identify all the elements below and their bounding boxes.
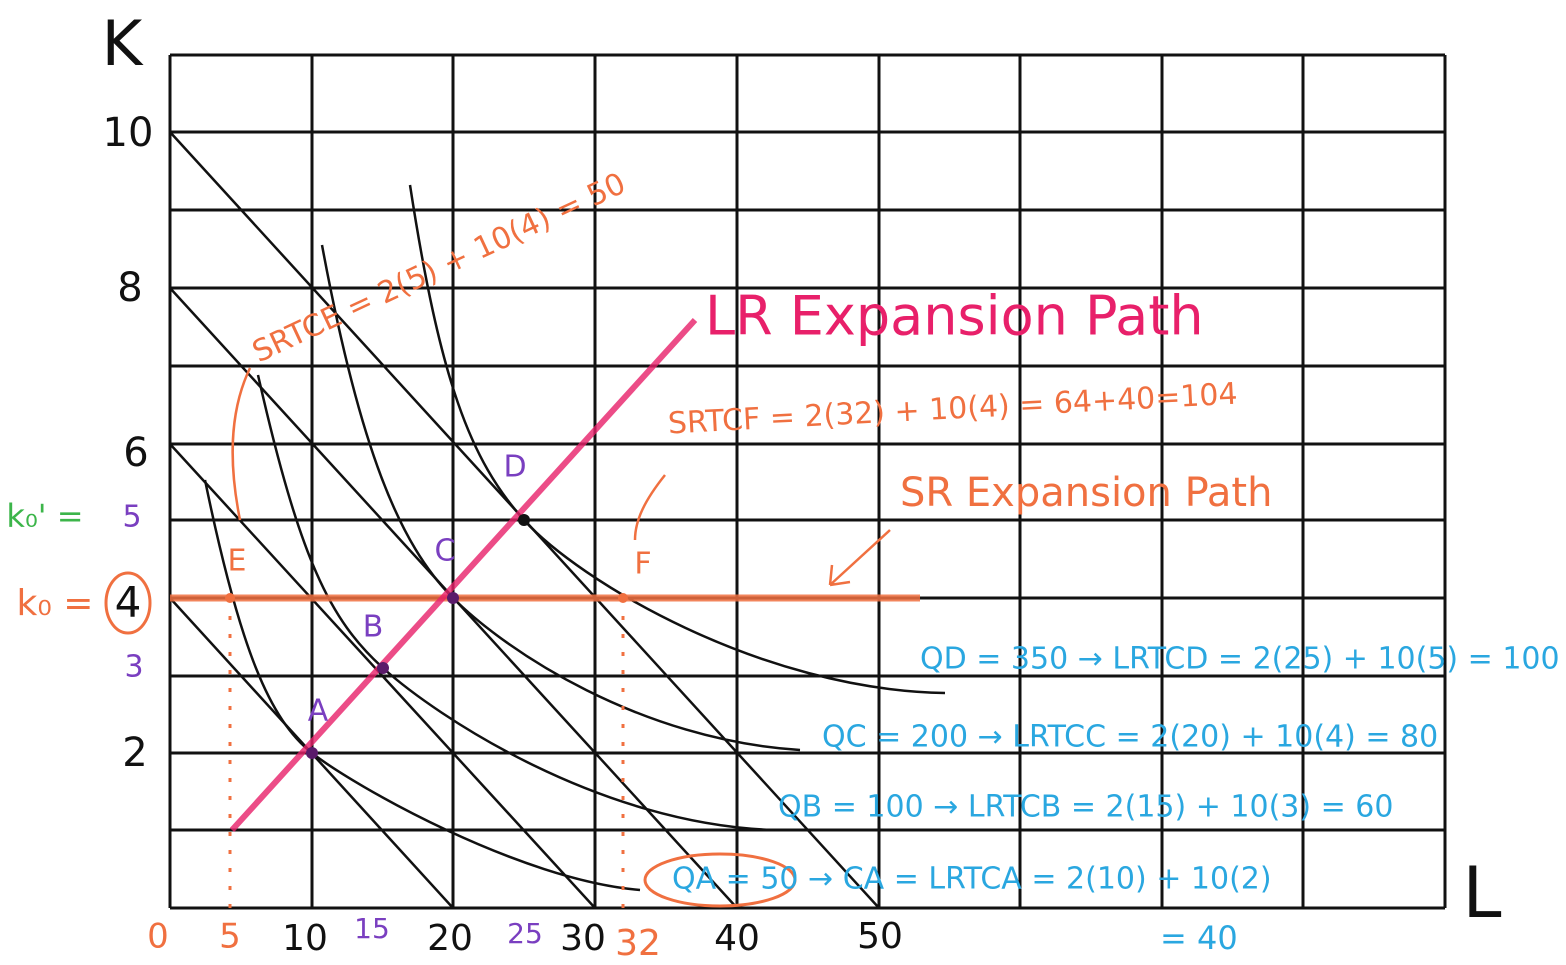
point — [518, 514, 530, 526]
annotation: SR Expansion Path — [900, 470, 1272, 516]
point-label: D — [503, 450, 526, 485]
y-tick-label: 5 — [122, 500, 141, 535]
x-tick-label: 40 — [714, 918, 760, 959]
x-tick-label: 30 — [560, 918, 606, 959]
point — [377, 662, 389, 674]
annotation: QD = 350 → LRTCD = 2(25) + 10(5) = 100 — [920, 642, 1560, 677]
annotation: = 40 — [1160, 919, 1238, 957]
x-tick-label: 50 — [857, 916, 903, 957]
y-tick-label: 2 — [122, 730, 147, 776]
k0-label: k₀ = — [17, 583, 94, 624]
y-tick-label: 6 — [123, 430, 148, 476]
annotation: QC = 200 → LRTCC = 2(20) + 10(4) = 80 — [822, 720, 1438, 755]
x-tick-label: 25 — [507, 917, 543, 950]
point — [225, 593, 235, 603]
point-label: C — [435, 534, 456, 569]
annotation: QA = 50 → CA = LRTCA = 2(10) + 10(2) — [672, 862, 1272, 897]
x-tick-label: 5 — [219, 917, 241, 957]
annotation: LR Expansion Path — [705, 285, 1204, 348]
annotation: QB = 100 → LRTCB = 2(15) + 10(3) = 60 — [778, 790, 1393, 825]
point-label: E — [228, 544, 247, 579]
point-label: B — [363, 610, 384, 645]
x-tick-label: 32 — [615, 923, 661, 964]
point — [618, 593, 628, 603]
x-tick-label: 20 — [427, 918, 473, 959]
x-tick-label: 0 — [147, 917, 169, 957]
diagram: K L 10 8 6 2 5 3 k₀' = k₀ = 4 0 5 10 15 … — [0, 0, 1566, 965]
k0-value: 4 — [115, 578, 142, 627]
y-tick-label: 8 — [117, 265, 142, 311]
y-tick-label: 10 — [103, 110, 154, 156]
k0-prime-label: k₀' = — [6, 497, 83, 535]
point-label: F — [634, 547, 651, 582]
point — [306, 747, 318, 759]
x-tick-label: 15 — [354, 912, 390, 945]
x-axis-label: L — [1463, 852, 1502, 934]
point — [447, 592, 459, 604]
x-tick-label: 10 — [282, 918, 328, 959]
y-axis-label: K — [102, 7, 144, 80]
y-tick-label: 3 — [124, 650, 143, 685]
point-label: A — [308, 694, 329, 729]
